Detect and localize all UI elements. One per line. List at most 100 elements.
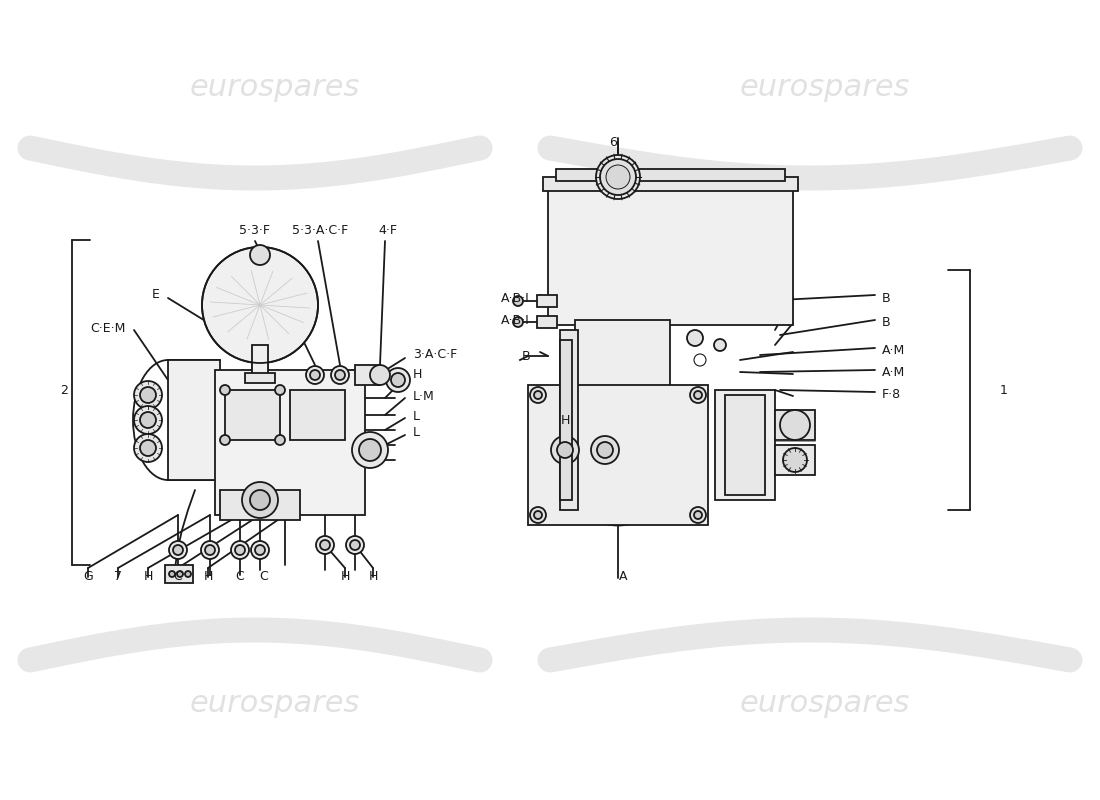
- Bar: [290, 390, 345, 440]
- Text: eurospares: eurospares: [190, 690, 360, 718]
- Circle shape: [780, 410, 810, 440]
- Circle shape: [606, 165, 630, 189]
- Circle shape: [201, 541, 219, 559]
- Circle shape: [275, 435, 285, 445]
- Circle shape: [597, 442, 613, 458]
- Circle shape: [250, 490, 270, 510]
- Text: 4·F: 4·F: [378, 225, 397, 238]
- Bar: [355, 365, 380, 385]
- Circle shape: [134, 406, 162, 434]
- Text: H: H: [204, 570, 212, 583]
- Circle shape: [140, 387, 156, 403]
- Text: B: B: [882, 317, 891, 330]
- Circle shape: [336, 370, 345, 380]
- Text: C: C: [260, 570, 268, 583]
- Circle shape: [310, 370, 320, 380]
- Text: 6: 6: [609, 135, 617, 149]
- Circle shape: [251, 541, 270, 559]
- Circle shape: [320, 540, 330, 550]
- Bar: [715, 390, 775, 500]
- Circle shape: [242, 482, 278, 518]
- Bar: [543, 177, 798, 191]
- Circle shape: [169, 541, 187, 559]
- Circle shape: [600, 159, 636, 195]
- Polygon shape: [168, 360, 220, 480]
- Bar: [245, 373, 275, 383]
- Text: eurospares: eurospares: [190, 74, 360, 102]
- Circle shape: [205, 545, 214, 555]
- Text: H: H: [340, 570, 350, 583]
- Circle shape: [513, 317, 522, 327]
- Text: 5·3·A·C·F: 5·3·A·C·F: [292, 225, 348, 238]
- Circle shape: [352, 432, 388, 468]
- Circle shape: [688, 330, 703, 346]
- Text: eurospares: eurospares: [740, 690, 910, 718]
- Text: C: C: [235, 570, 244, 583]
- Text: H: H: [143, 570, 153, 583]
- Circle shape: [350, 540, 360, 550]
- Text: A·B·I: A·B·I: [502, 291, 530, 305]
- Text: A·B·I: A·B·I: [502, 314, 530, 326]
- Circle shape: [694, 391, 702, 399]
- Circle shape: [306, 366, 324, 384]
- Text: H: H: [368, 570, 377, 583]
- Bar: [776, 410, 815, 440]
- Circle shape: [370, 365, 390, 385]
- Bar: [252, 345, 268, 375]
- Circle shape: [694, 511, 702, 519]
- Bar: [528, 385, 708, 525]
- Text: eurospares: eurospares: [740, 74, 910, 102]
- Circle shape: [169, 571, 175, 577]
- Text: 5·3·F: 5·3·F: [240, 225, 271, 238]
- Text: 1: 1: [1000, 383, 1008, 397]
- Circle shape: [591, 436, 619, 464]
- Bar: [537, 295, 557, 307]
- Circle shape: [275, 385, 285, 395]
- Circle shape: [714, 339, 726, 351]
- Circle shape: [783, 448, 807, 472]
- Circle shape: [557, 442, 573, 458]
- Bar: [560, 340, 572, 500]
- Text: G: G: [84, 570, 92, 583]
- Circle shape: [220, 435, 230, 445]
- Circle shape: [386, 368, 410, 392]
- Circle shape: [690, 387, 706, 403]
- Circle shape: [185, 571, 191, 577]
- Circle shape: [134, 381, 162, 409]
- Circle shape: [140, 440, 156, 456]
- Circle shape: [331, 366, 349, 384]
- Circle shape: [346, 536, 364, 554]
- Circle shape: [551, 436, 579, 464]
- Text: A·M: A·M: [882, 366, 905, 378]
- Text: B: B: [882, 291, 891, 305]
- Text: E: E: [152, 289, 160, 302]
- Text: C·E·M: C·E·M: [90, 322, 126, 334]
- Circle shape: [250, 245, 270, 265]
- Text: C: C: [174, 570, 183, 583]
- Bar: [725, 395, 764, 495]
- Circle shape: [177, 571, 183, 577]
- Bar: [560, 330, 578, 510]
- Text: H: H: [561, 414, 570, 426]
- Text: B: B: [521, 350, 530, 362]
- Bar: [776, 445, 815, 475]
- Bar: [165, 565, 192, 583]
- Circle shape: [513, 296, 522, 306]
- Bar: [226, 390, 280, 440]
- Text: L: L: [412, 426, 420, 438]
- Text: 7: 7: [114, 570, 122, 583]
- Bar: [556, 169, 785, 181]
- Circle shape: [173, 545, 183, 555]
- Circle shape: [530, 387, 546, 403]
- Circle shape: [690, 507, 706, 523]
- Circle shape: [359, 439, 381, 461]
- Bar: [220, 490, 300, 520]
- Text: H: H: [412, 369, 422, 382]
- Text: 3·A·C·F: 3·A·C·F: [412, 349, 458, 362]
- Text: L·M: L·M: [412, 390, 434, 402]
- Circle shape: [231, 541, 249, 559]
- Circle shape: [255, 545, 265, 555]
- Circle shape: [134, 434, 162, 462]
- Text: A: A: [618, 570, 627, 583]
- Circle shape: [316, 536, 334, 554]
